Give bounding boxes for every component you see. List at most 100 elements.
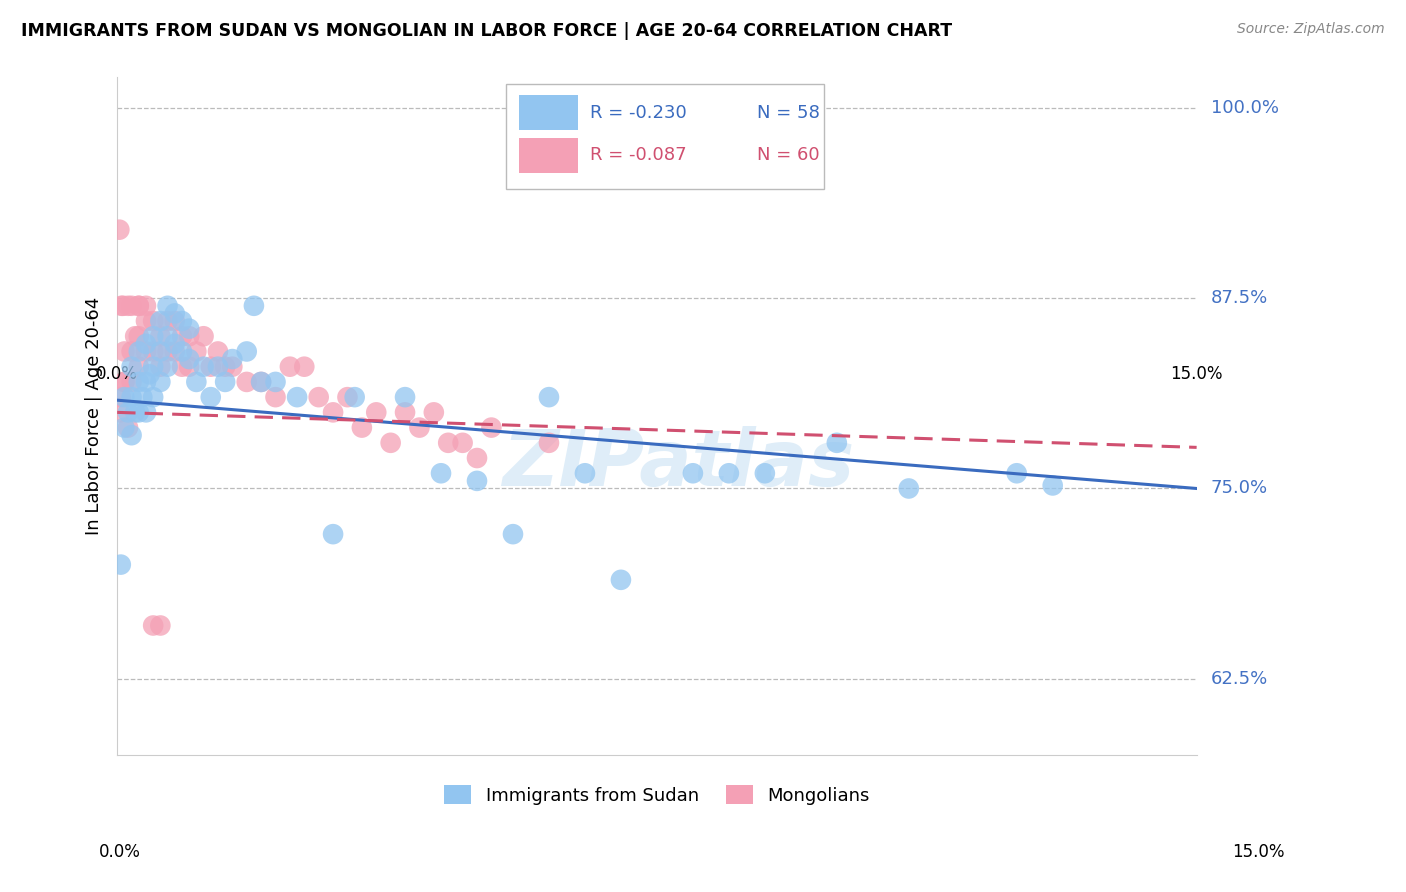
Point [142,329,165,343]
Point [110,390,132,404]
Point [717,467,740,481]
Point [170,314,193,328]
Point [264,375,287,389]
Point [322,527,344,541]
Point [1005,467,1028,481]
Y-axis label: In Labor Force | Age 20-64: In Labor Force | Age 20-64 [86,297,103,535]
Point [179,329,201,343]
Point [235,375,257,389]
Point [366,405,388,419]
Point [322,405,344,419]
Point [156,314,179,328]
FancyBboxPatch shape [506,84,824,189]
Point [149,618,172,632]
Text: 0.0%: 0.0% [96,366,138,384]
Point [121,359,143,374]
Point [138,368,160,382]
Point [278,359,301,374]
Point [193,359,215,374]
Point [135,314,157,328]
Point [149,344,172,359]
Point [108,405,131,419]
Point [163,344,186,359]
Point [142,390,165,404]
Point [135,336,157,351]
Point [336,390,359,404]
Point [170,359,193,374]
Point [128,375,150,389]
Text: 62.5%: 62.5% [1211,670,1268,688]
Point [149,359,172,374]
Point [193,329,215,343]
Point [235,344,257,359]
Point [112,390,135,404]
Text: 15.0%: 15.0% [1170,366,1223,384]
Point [437,435,460,450]
Point [112,344,135,359]
Point [465,450,488,465]
Point [128,344,150,359]
Point [179,352,201,367]
Point [124,329,146,343]
Point [682,467,704,481]
Point [117,299,139,313]
Point [163,336,186,351]
Text: 15.0%: 15.0% [1232,843,1285,861]
Point [135,299,157,313]
Point [142,314,165,328]
Point [897,482,920,496]
Point [128,299,150,313]
Point [117,405,139,419]
Point [121,344,143,359]
Point [250,375,273,389]
Point [264,390,287,404]
Point [214,359,236,374]
Point [112,375,135,389]
Point [214,375,236,389]
Text: Source: ZipAtlas.com: Source: ZipAtlas.com [1237,22,1385,37]
Point [121,299,143,313]
Text: R = -0.087: R = -0.087 [591,146,686,164]
Point [156,344,179,359]
Legend: Immigrants from Sudan, Mongolians: Immigrants from Sudan, Mongolians [434,776,879,814]
Point [142,344,165,359]
Point [350,420,373,434]
Point [112,375,135,389]
Point [250,375,273,389]
Text: N = 58: N = 58 [758,103,820,121]
Point [179,321,201,335]
Text: N = 60: N = 60 [758,146,820,164]
Point [380,435,402,450]
Text: 100.0%: 100.0% [1211,99,1278,117]
Point [170,329,193,343]
Point [135,344,157,359]
Point [121,390,143,404]
Point [423,405,446,419]
Point [142,359,165,374]
Text: ZIPatlas: ZIPatlas [502,425,855,501]
Point [135,405,157,419]
Point [149,375,172,389]
Point [163,314,186,328]
Point [537,435,560,450]
Point [149,314,172,328]
Point [128,359,150,374]
Point [179,359,201,374]
Text: 87.5%: 87.5% [1211,289,1268,307]
Text: 0.0%: 0.0% [98,843,141,861]
Point [135,375,157,389]
Point [207,359,229,374]
Point [156,329,179,343]
Point [117,420,139,434]
Point [292,359,315,374]
Point [170,344,193,359]
Point [207,344,229,359]
FancyBboxPatch shape [519,137,578,173]
Point [110,558,132,572]
Point [128,405,150,419]
Point [430,467,453,481]
Point [343,390,366,404]
Point [243,299,266,313]
Point [124,405,146,419]
Point [825,435,848,450]
